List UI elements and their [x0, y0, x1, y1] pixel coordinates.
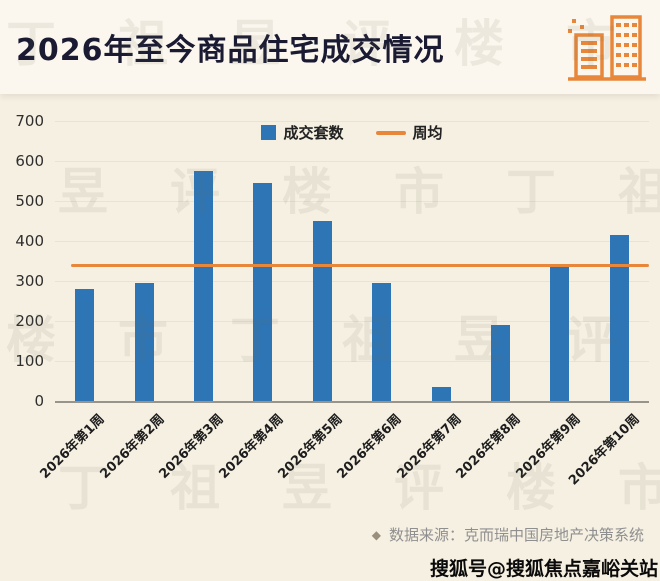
bar: [431, 387, 451, 401]
legend-item-bars: 成交套数: [261, 122, 344, 143]
gridline: [55, 361, 649, 362]
gridline: [55, 321, 649, 322]
bar: [75, 289, 95, 401]
bar-chart: 成交套数 周均 0 100 200 300 400 500 600 700 2026年第1周 20…: [0, 100, 660, 495]
y-axis-label: 500: [15, 192, 44, 210]
gridline: [55, 281, 649, 282]
diamond-icon: ◆: [371, 527, 381, 542]
y-axis-label: 300: [15, 272, 44, 290]
account-watermark: 搜狐号@搜狐焦点嘉峪关站: [429, 558, 658, 580]
legend-bar-swatch: [261, 125, 277, 140]
legend-bars-label: 成交套数: [283, 124, 344, 142]
bar: [372, 283, 392, 401]
y-axis-label: 700: [15, 112, 44, 130]
y-axis-label: 100: [15, 352, 44, 370]
gridline: [55, 241, 649, 242]
buildings-icon: [568, 15, 646, 81]
y-axis-label: 0: [34, 392, 44, 410]
bar: [253, 183, 273, 401]
y-axis-label: 400: [15, 232, 44, 250]
y-axis-label: 200: [15, 312, 44, 330]
data-source-row: ◆ 数据来源：克而瑞中国房地产决策系统: [372, 524, 644, 545]
legend-line-swatch: [375, 130, 406, 135]
bar: [491, 325, 510, 401]
bar: [134, 283, 154, 401]
average-line: [71, 264, 649, 268]
gridline: [55, 161, 649, 162]
page-title: 2026年至今商品住宅成交情况: [16, 33, 445, 68]
bar: [550, 265, 570, 401]
data-source-text: 数据来源：克而瑞中国房地产决策系统: [388, 526, 644, 544]
header: 2026年至今商品住宅成交情况: [0, 0, 660, 94]
chart-legend: 成交套数 周均: [55, 122, 649, 143]
y-axis-label: 600: [15, 152, 44, 170]
plot-area: [55, 121, 649, 403]
gridline: [55, 201, 649, 202]
legend-item-line: 周均: [375, 122, 443, 143]
gridline: [55, 121, 649, 122]
legend-line-label: 周均: [412, 124, 443, 142]
bar: [609, 235, 629, 401]
bar: [312, 221, 332, 401]
bar: [194, 171, 213, 401]
